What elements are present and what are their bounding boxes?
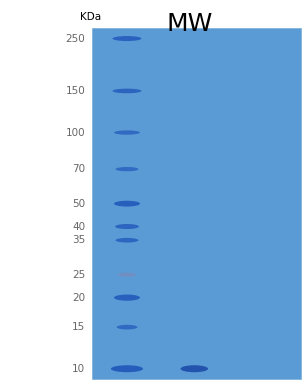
Ellipse shape [114,294,140,301]
Text: 150: 150 [65,86,85,96]
Bar [92,28,301,379]
Ellipse shape [115,238,138,243]
Ellipse shape [115,224,139,229]
Ellipse shape [114,130,140,135]
Ellipse shape [113,89,141,93]
Text: KDa: KDa [80,12,101,23]
Text: 40: 40 [72,221,85,231]
Ellipse shape [181,365,208,372]
Ellipse shape [117,325,137,329]
Ellipse shape [118,273,136,277]
Text: 10: 10 [72,364,85,374]
Ellipse shape [115,167,138,171]
Text: 20: 20 [72,293,85,303]
Text: 25: 25 [72,270,85,280]
Text: MW: MW [166,12,213,36]
Text: 35: 35 [72,235,85,245]
Text: 15: 15 [72,322,85,332]
Text: 70: 70 [72,164,85,174]
Ellipse shape [114,201,140,207]
Ellipse shape [113,36,141,41]
Ellipse shape [111,365,143,372]
Text: 100: 100 [65,128,85,138]
Text: 50: 50 [72,199,85,209]
Text: 250: 250 [65,33,85,44]
